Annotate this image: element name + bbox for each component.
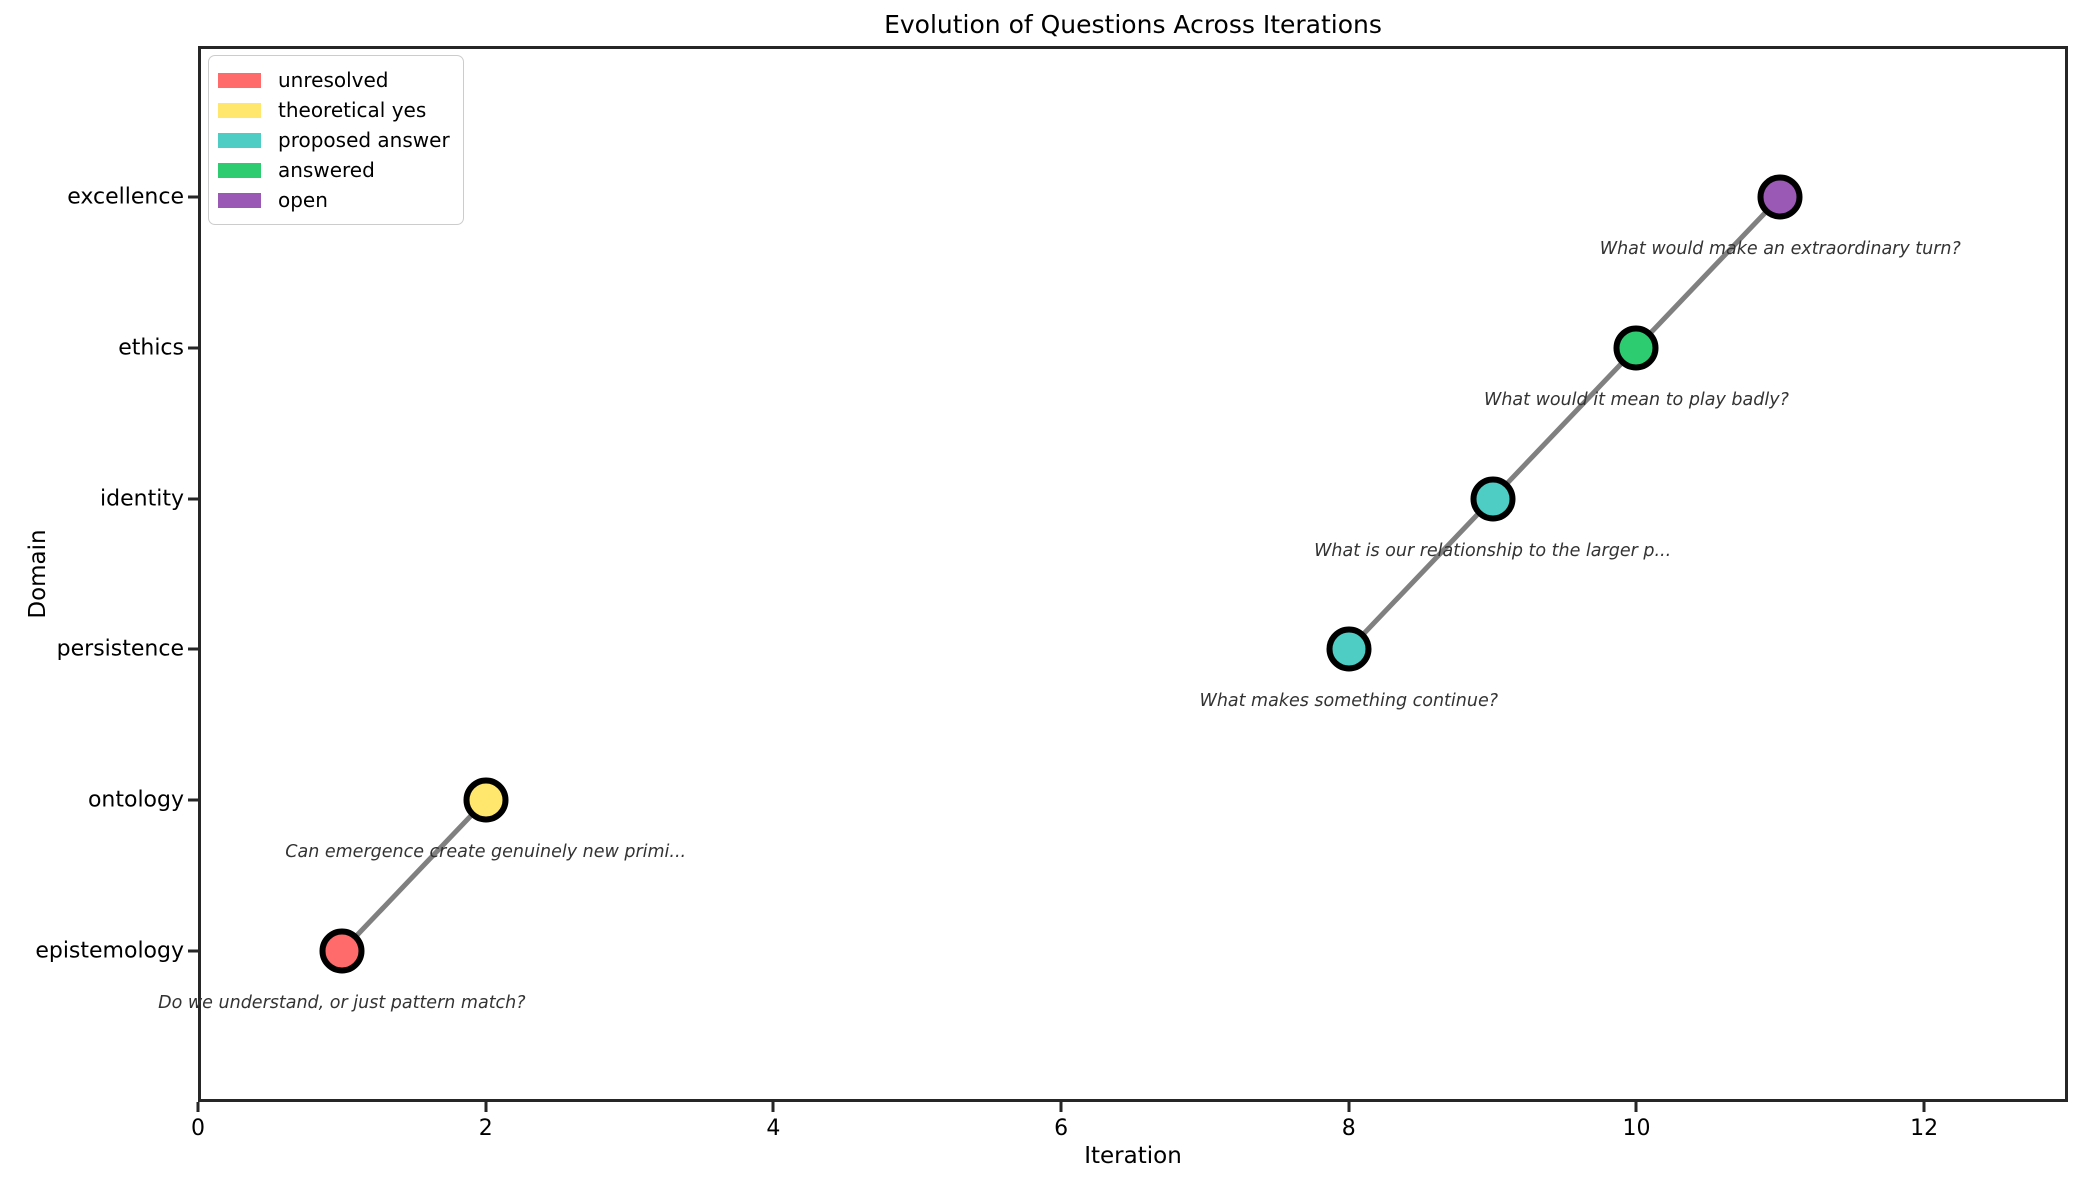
x-tick-mark [1059, 1102, 1063, 1112]
y-tick-mark [188, 195, 198, 199]
y-tick-label-persistence: persistence [56, 636, 184, 662]
x-tick-mark [1634, 1102, 1638, 1112]
legend-label: theoretical yes [278, 98, 427, 122]
legend-label: open [278, 188, 328, 212]
x-tick-mark [196, 1102, 200, 1112]
legend-row-unresolved: unresolved [218, 65, 451, 95]
x-tick-label: 10 [1622, 1116, 1651, 1141]
legend-swatch [218, 132, 261, 148]
y-tick-label-excellence: excellence [67, 184, 184, 210]
y-tick-mark [188, 497, 198, 501]
y-tick-label-ontology: ontology [87, 787, 184, 813]
x-tick-mark [484, 1102, 488, 1112]
x-tick-label: 4 [766, 1116, 781, 1141]
x-tick-label: 2 [478, 1116, 493, 1141]
legend: unresolved theoretical yes proposed answer… [208, 55, 464, 225]
legend-swatch [218, 192, 261, 208]
legend-row-open: open [218, 185, 451, 215]
y-tick-mark [188, 346, 198, 350]
legend-swatch [218, 102, 261, 118]
y-tick-mark [188, 949, 198, 953]
legend-row-proposed-answer: proposed answer [218, 125, 451, 155]
x-tick-mark [771, 1102, 775, 1112]
x-tick-label: 6 [1054, 1116, 1069, 1141]
y-tick-label-ethics: ethics [118, 335, 184, 361]
legend-label: unresolved [278, 68, 389, 92]
legend-swatch [218, 162, 261, 178]
legend-swatch [218, 72, 261, 88]
y-axis-label: Domain [25, 529, 51, 619]
x-tick-mark [1347, 1102, 1351, 1112]
x-axis-label: Iteration [1084, 1143, 1182, 1169]
plot-area [198, 46, 2068, 1102]
x-tick-label: 12 [1910, 1116, 1939, 1141]
legend-label: answered [278, 158, 375, 182]
x-tick-label: 8 [1341, 1116, 1356, 1141]
legend-row-theoretical-yes: theoretical yes [218, 95, 451, 125]
y-tick-mark [188, 798, 198, 802]
y-tick-label-identity: identity [100, 486, 184, 512]
x-tick-label: 0 [191, 1116, 205, 1141]
y-tick-label-epistemology: epistemology [35, 938, 184, 964]
y-tick-mark [188, 647, 198, 651]
x-tick-mark [1922, 1102, 1926, 1112]
chart-title: Evolution of Questions Across Iterations [884, 10, 1382, 39]
legend-row-answered: answered [218, 155, 451, 185]
legend-label: proposed answer [278, 128, 450, 152]
